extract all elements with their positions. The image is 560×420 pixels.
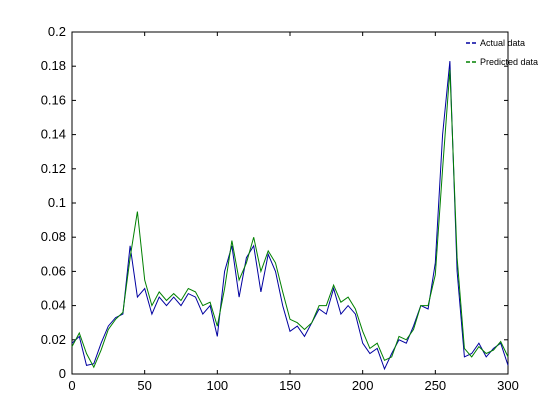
x-tick-label: 100: [206, 378, 228, 393]
y-tick-label: 0.08: [41, 229, 66, 244]
y-tick-label: 0.16: [41, 92, 66, 107]
data-line: [71, 69, 509, 369]
x-tick-label: 200: [352, 378, 374, 393]
x-tick-label: 250: [424, 378, 446, 393]
data-line: [71, 61, 509, 371]
x-tick-label: 50: [137, 378, 151, 393]
x-tick-label: 150: [279, 378, 301, 393]
y-tick-label: 0.04: [41, 298, 66, 313]
y-tick-label: 0: [59, 366, 66, 381]
y-tick-label: 0.12: [41, 161, 66, 176]
y-tick-label: 0.1: [48, 195, 66, 210]
x-tick-label: 300: [497, 378, 519, 393]
legend-label: Predicted data: [480, 57, 538, 67]
y-tick-label: 0.14: [41, 127, 66, 142]
plot-frame: [71, 31, 509, 375]
legend-label: Actual data: [480, 38, 525, 48]
y-tick-label: 0.2: [48, 24, 66, 39]
y-tick-label: 0.18: [41, 58, 66, 73]
x-tick-label: 0: [68, 378, 75, 393]
y-tick-label: 0.02: [41, 332, 66, 347]
y-tick-label: 0.06: [41, 263, 66, 278]
